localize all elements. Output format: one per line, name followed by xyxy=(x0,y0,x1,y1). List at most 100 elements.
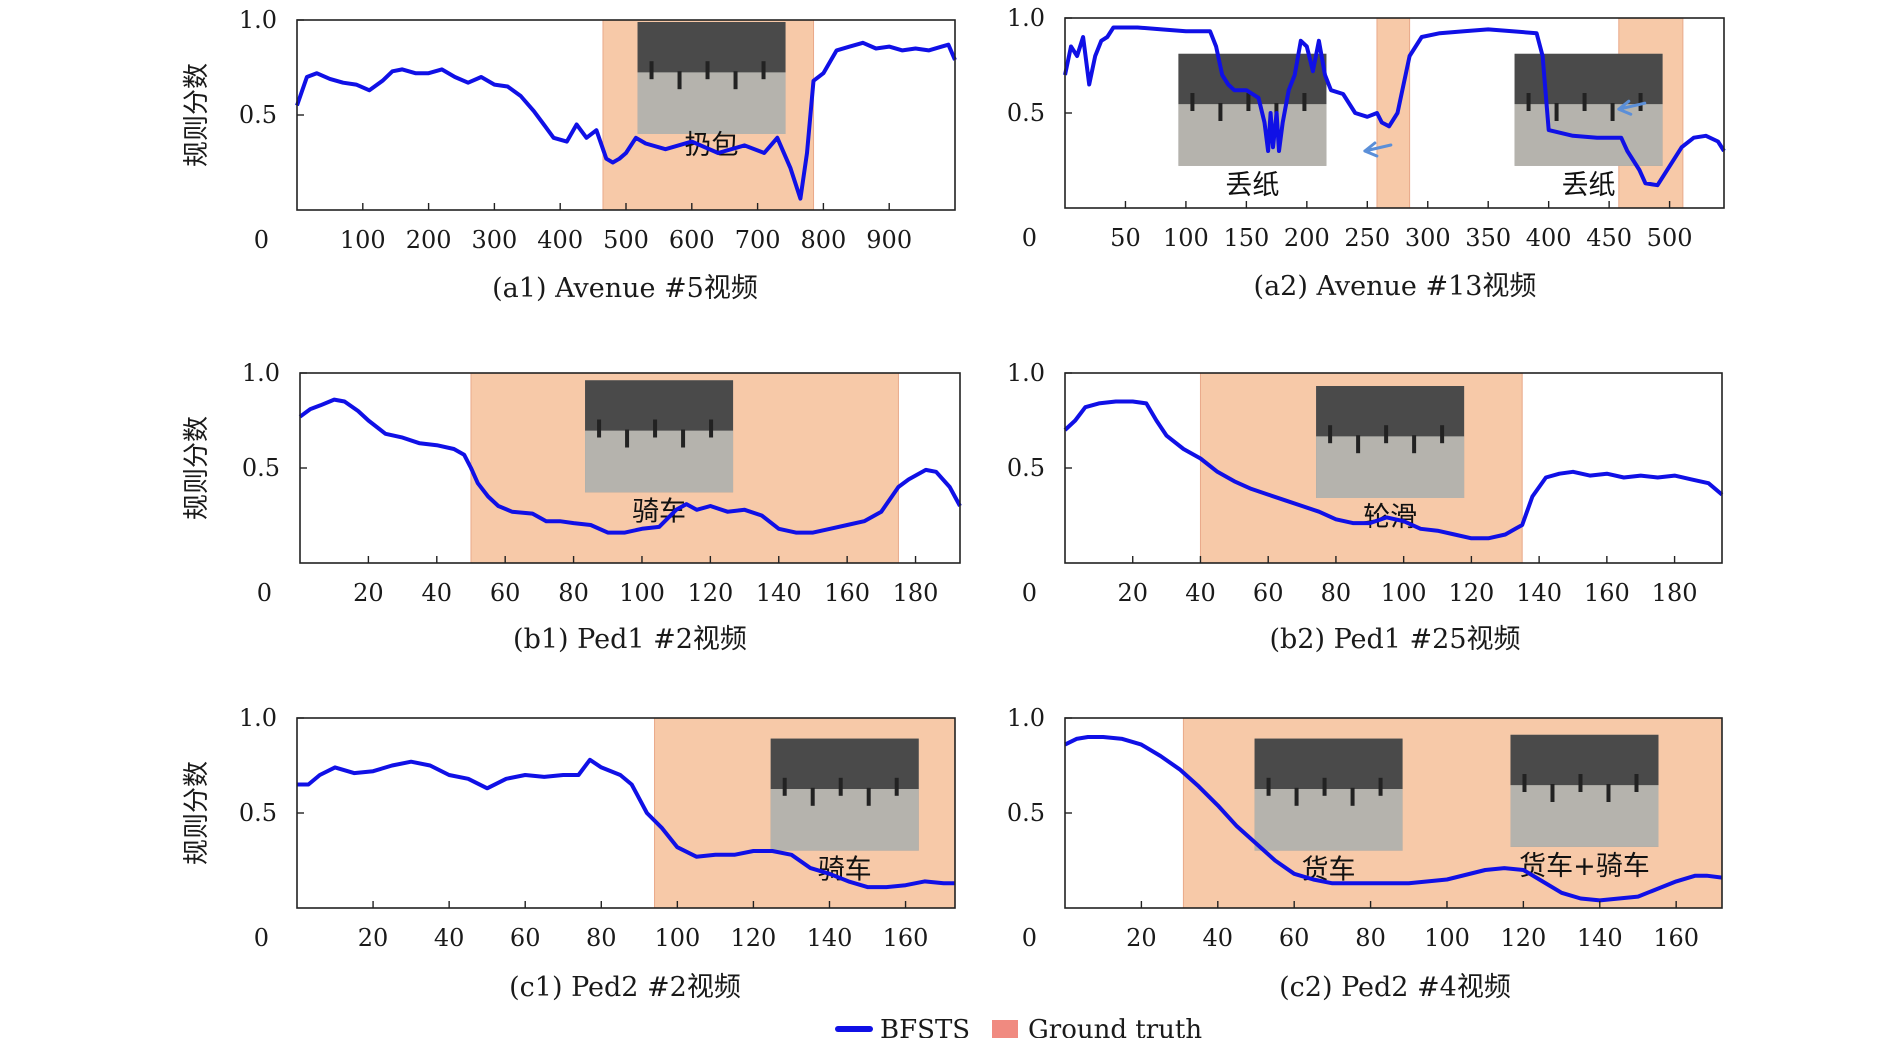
video-frame-thumbnail xyxy=(1316,386,1465,498)
chart-panel: 骑车 0 0.5 1.0 20 40 60 80 100 120 140 160 180 规则分数 (b1)… xyxy=(182,359,962,655)
annotation-label: 丢纸 xyxy=(1562,170,1616,201)
y-tick-label: 0 xyxy=(257,579,272,607)
legend: BFSTS Ground truth xyxy=(835,1015,1202,1038)
series-line-bfsts xyxy=(297,757,955,890)
x-tick-label: 80 xyxy=(586,924,617,952)
y-tick-label: 0.5 xyxy=(1007,99,1045,127)
chart-panel: 丢纸 丢纸 0 0.5 1.0 50 100 150 200 250 300 350 400 450 500… xyxy=(1007,4,1726,302)
video-frame-thumbnail xyxy=(1514,53,1663,166)
x-tick-label: 40 xyxy=(1185,579,1216,607)
panel-caption: (a1) Avenue #5视频 xyxy=(492,273,758,304)
x-tick-label: 80 xyxy=(1321,579,1352,607)
x-tick-label: 100 xyxy=(1163,224,1209,252)
panel-caption: (a2) Avenue #13视频 xyxy=(1254,271,1537,302)
x-tick-label: 100 xyxy=(340,226,386,254)
y-tick-label: 1.0 xyxy=(1007,704,1045,732)
x-tick-label: 250 xyxy=(1344,224,1390,252)
arrow-marker xyxy=(1617,99,1647,116)
y-tick-label: 0.5 xyxy=(239,799,277,827)
chart-panel: 扔包 0 0.5 1.0 100 200 300 400 500 600 700 800 900 规则分数… xyxy=(182,6,957,304)
x-tick-label: 160 xyxy=(1584,579,1630,607)
y-tick-label: 0 xyxy=(1022,924,1037,952)
x-tick-label: 60 xyxy=(1253,579,1284,607)
x-tick-label: 60 xyxy=(510,924,541,952)
x-tick-label: 160 xyxy=(1653,924,1699,952)
y-tick-label: 0 xyxy=(254,924,269,952)
x-tick-label: 450 xyxy=(1586,224,1632,252)
y-tick-label: 1.0 xyxy=(1007,359,1045,387)
x-tick-label: 40 xyxy=(434,924,465,952)
x-tick-label: 300 xyxy=(471,226,517,254)
x-tick-label: 700 xyxy=(735,226,781,254)
x-tick-label: 60 xyxy=(490,579,521,607)
x-tick-label: 500 xyxy=(603,226,649,254)
series-line-bfsts xyxy=(1063,25,1726,188)
x-tick-label: 20 xyxy=(353,579,384,607)
x-tick-label: 40 xyxy=(422,579,453,607)
ground-truth-region xyxy=(1376,17,1411,209)
video-frame-thumbnail xyxy=(1254,738,1403,851)
series-line-bfsts xyxy=(1063,399,1724,541)
video-frame-thumbnail xyxy=(637,22,786,134)
y-tick-label: 1.0 xyxy=(1007,4,1045,32)
x-tick-label: 100 xyxy=(654,924,700,952)
x-tick-label: 160 xyxy=(883,924,929,952)
x-tick-label: 100 xyxy=(1381,579,1427,607)
y-axis-label: 规则分数 xyxy=(182,761,212,865)
x-tick-label: 20 xyxy=(358,924,389,952)
video-frame-thumbnail xyxy=(1510,734,1659,847)
y-tick-label: 0.5 xyxy=(1007,799,1045,827)
y-tick-label: 0 xyxy=(1022,579,1037,607)
y-tick-label: 0 xyxy=(1022,224,1037,252)
x-tick-label: 500 xyxy=(1647,224,1693,252)
annotation-label: 骑车 xyxy=(632,496,686,527)
y-tick-label: 0.5 xyxy=(239,101,277,129)
y-axis-label: 规则分数 xyxy=(182,63,212,167)
x-tick-label: 200 xyxy=(406,226,452,254)
legend-gt-label: Ground truth xyxy=(1028,1015,1202,1038)
x-tick-label: 140 xyxy=(1577,924,1623,952)
series-line-bfsts xyxy=(298,397,962,535)
x-tick-label: 50 xyxy=(1110,224,1141,252)
legend-series-label: BFSTS xyxy=(880,1015,970,1038)
panel-caption: (b2) Ped1 #25视频 xyxy=(1269,624,1520,655)
legend-gt-swatch xyxy=(992,1020,1018,1038)
x-tick-label: 350 xyxy=(1465,224,1511,252)
x-tick-label: 40 xyxy=(1203,924,1234,952)
x-tick-label: 80 xyxy=(1355,924,1386,952)
x-tick-label: 300 xyxy=(1405,224,1451,252)
arrow-marker xyxy=(1363,141,1393,158)
x-tick-label: 100 xyxy=(619,579,665,607)
y-axis-label: 规则分数 xyxy=(182,416,212,520)
y-tick-label: 1.0 xyxy=(239,704,277,732)
x-tick-label: 120 xyxy=(1448,579,1494,607)
y-tick-label: 0.5 xyxy=(1007,454,1045,482)
y-tick-label: 1.0 xyxy=(242,359,280,387)
x-tick-label: 120 xyxy=(1500,924,1546,952)
y-tick-label: 0 xyxy=(254,226,269,254)
x-tick-label: 180 xyxy=(1652,579,1698,607)
video-frame-thumbnail xyxy=(585,380,734,493)
x-tick-label: 400 xyxy=(537,226,583,254)
annotation-label: 扔包 xyxy=(685,130,739,161)
x-tick-label: 150 xyxy=(1223,224,1269,252)
panel-caption: (c1) Ped2 #2视频 xyxy=(509,972,741,1003)
x-tick-label: 180 xyxy=(893,579,939,607)
x-tick-label: 140 xyxy=(756,579,802,607)
panel-caption: (b1) Ped1 #2视频 xyxy=(513,624,747,655)
panel-caption: (c2) Ped2 #4视频 xyxy=(1279,972,1511,1003)
x-tick-label: 80 xyxy=(558,579,589,607)
x-tick-label: 20 xyxy=(1126,924,1157,952)
x-tick-label: 900 xyxy=(866,226,912,254)
series-line-bfsts xyxy=(1064,735,1723,903)
video-frame-thumbnail xyxy=(1178,53,1327,166)
x-tick-label: 200 xyxy=(1284,224,1330,252)
video-frame-thumbnail xyxy=(770,738,919,851)
x-tick-label: 400 xyxy=(1526,224,1572,252)
x-tick-label: 20 xyxy=(1117,579,1148,607)
